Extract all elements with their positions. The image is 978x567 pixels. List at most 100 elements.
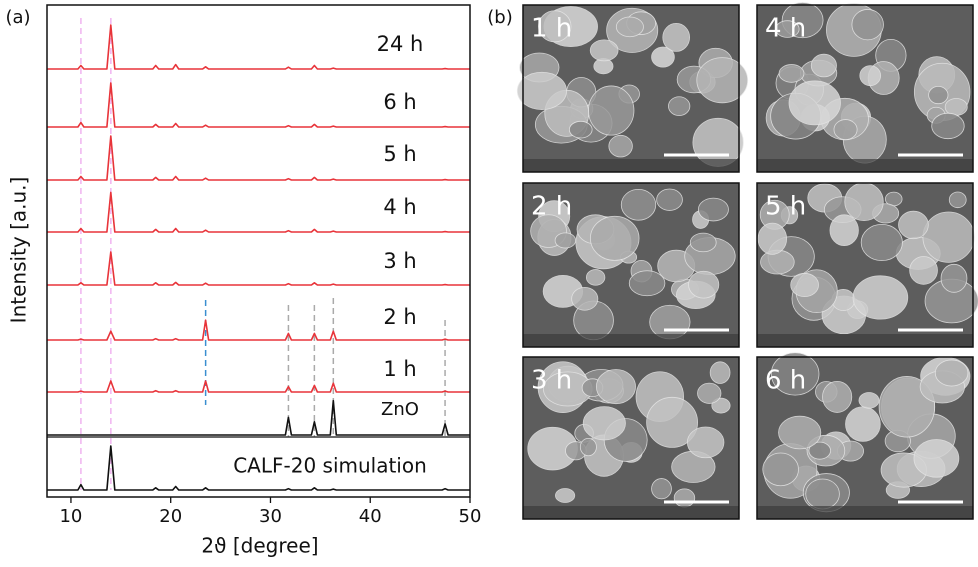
- sem-frame: [522, 182, 740, 348]
- particle: [778, 64, 805, 83]
- particle: [579, 437, 597, 457]
- particle: [568, 120, 593, 139]
- sem-image: 6 h: [756, 352, 974, 520]
- pattern-line: [47, 380, 470, 393]
- particle: [948, 191, 967, 209]
- sem-frame: [756, 356, 974, 520]
- particle: [770, 352, 820, 396]
- particle: [928, 85, 949, 105]
- series-label: 6 h: [383, 90, 416, 114]
- series-label: 1 h: [383, 357, 416, 381]
- particle: [673, 488, 696, 508]
- sem-image: 2 h: [522, 182, 740, 348]
- particle: [822, 380, 853, 413]
- particle: [615, 16, 644, 38]
- sem-image: 4 h: [756, 2, 974, 173]
- panel-label: (b): [487, 7, 512, 28]
- pattern-line: [47, 399, 470, 436]
- plot-area: 24 h 6 h 5 h 4 h 3 h 2 h 1 h ZnO CALF-20 simulat…: [46, 4, 482, 527]
- sem-frame: [756, 182, 974, 348]
- particle: [554, 232, 577, 249]
- particle: [790, 272, 819, 297]
- series-label: 2 h: [383, 305, 416, 329]
- pattern-line: [47, 445, 470, 491]
- particle: [829, 214, 859, 246]
- info-bar: [523, 506, 739, 519]
- info-bar: [757, 506, 973, 519]
- pattern-line: [47, 251, 470, 286]
- particle: [582, 406, 626, 441]
- particle: [588, 85, 635, 136]
- particle: [808, 441, 831, 460]
- particle: [940, 263, 968, 293]
- particle: [628, 270, 666, 297]
- particle: [858, 392, 880, 409]
- particle: [662, 23, 691, 52]
- series-label: 5 h: [383, 142, 416, 166]
- x-axis-label: 2ϑ [degree]: [201, 534, 318, 558]
- particle: [686, 426, 725, 459]
- pattern-line: [47, 24, 470, 70]
- particle: [788, 80, 841, 126]
- particle: [922, 211, 975, 263]
- particle: [589, 39, 619, 62]
- particle: [757, 222, 788, 255]
- y-axis-label: Intensity [a.u.]: [7, 177, 31, 324]
- sem-image: 5 h: [756, 182, 978, 348]
- particle: [688, 270, 720, 299]
- sem-panel: 1 h 4 h 2 h 5 h 3 h 6 h: [516, 2, 978, 520]
- sem-frame: [522, 356, 740, 520]
- particle: [709, 361, 731, 384]
- particle: [651, 478, 672, 500]
- pattern-line: [47, 191, 470, 233]
- particle: [851, 9, 884, 41]
- particle: [646, 396, 698, 448]
- sem-label: 4 h: [765, 14, 806, 44]
- info-bar: [757, 334, 973, 347]
- series-label: 4 h: [383, 195, 416, 219]
- particle: [810, 53, 837, 78]
- pattern-line: [47, 319, 470, 341]
- particle: [656, 188, 683, 211]
- particle: [762, 452, 799, 487]
- series-label: 24 h: [377, 32, 424, 56]
- x-tick-label: 30: [259, 506, 282, 527]
- particle: [711, 397, 731, 414]
- pattern-line: [47, 135, 470, 181]
- info-bar: [523, 334, 739, 347]
- series-label: CALF-20 simulation: [233, 454, 427, 478]
- particle: [608, 134, 633, 158]
- sem-label: 6 h: [765, 366, 806, 396]
- particle: [860, 223, 903, 262]
- particle: [571, 286, 599, 311]
- particle: [555, 488, 576, 503]
- panel-label: (a): [5, 7, 30, 28]
- particle: [516, 71, 567, 110]
- sem-frame: [522, 4, 740, 173]
- pattern-line: [47, 82, 470, 128]
- sem-label: 3 h: [531, 366, 572, 396]
- particle: [589, 215, 640, 261]
- particle: [844, 182, 884, 222]
- info-bar: [523, 159, 739, 172]
- particle: [651, 46, 675, 68]
- particle: [585, 269, 606, 286]
- series-label: ZnO: [381, 399, 419, 420]
- particle: [898, 210, 929, 240]
- particle: [805, 478, 840, 510]
- particle: [913, 439, 960, 478]
- x-tick-label: 20: [159, 506, 182, 527]
- sem-image: 3 h: [522, 356, 740, 520]
- x-tick-label: 50: [459, 506, 482, 527]
- particle: [620, 188, 657, 221]
- series-label: 3 h: [383, 249, 416, 273]
- sem-image: 1 h: [516, 4, 749, 173]
- x-tick-label: 40: [359, 506, 382, 527]
- particle: [697, 197, 729, 222]
- particle: [909, 256, 938, 285]
- particle: [668, 96, 691, 117]
- particle: [689, 232, 717, 253]
- particle: [595, 369, 636, 405]
- particle: [934, 359, 969, 387]
